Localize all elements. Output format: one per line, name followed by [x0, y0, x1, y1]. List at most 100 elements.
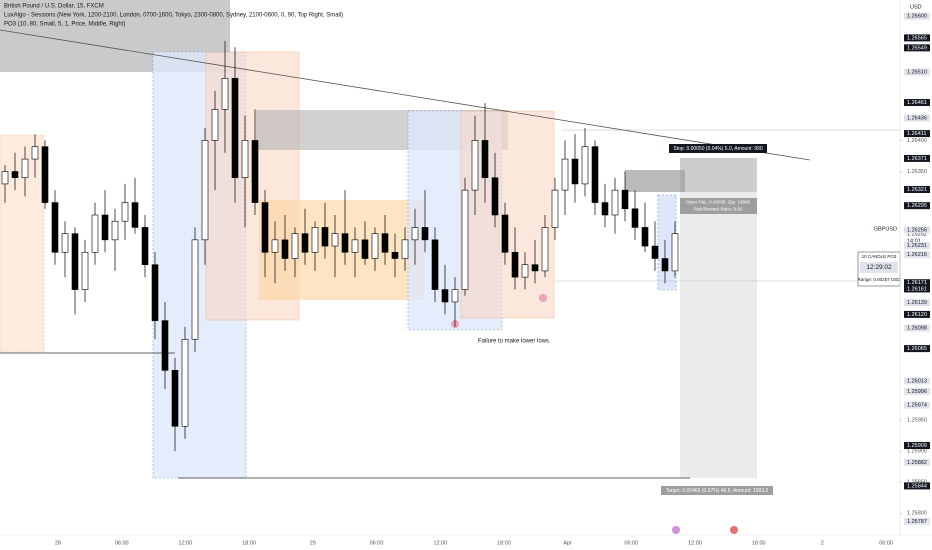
x-tick-label: 12:00 — [179, 540, 193, 546]
labels: British Pound / U.S. Dollar, 15, FXCM Lu… — [4, 4, 927, 534]
price-tag-label: 1.26171 — [907, 280, 927, 286]
x-tick-label: 2 — [821, 540, 824, 546]
candle-body — [391, 251, 399, 259]
candle-body — [611, 189, 619, 216]
currency: USD — [910, 4, 922, 10]
candle-body — [21, 158, 29, 179]
candle-body — [211, 109, 219, 141]
price-tag-label: 1.26411 — [907, 131, 926, 137]
candle-body — [601, 202, 609, 216]
candle-body — [151, 264, 159, 321]
candle-body — [191, 239, 199, 340]
candle-body — [551, 189, 559, 228]
candle-body — [181, 338, 189, 427]
candle-body — [241, 140, 249, 179]
stop-zone — [680, 158, 757, 192]
x-tick-label: 06:00 — [624, 540, 638, 546]
candle-body — [361, 239, 369, 259]
price-tag-label: 1.26161 — [907, 286, 927, 292]
countdown: 14:01 — [907, 238, 921, 244]
candle-body — [331, 233, 339, 247]
x-tick-label: 12:00 — [433, 540, 447, 546]
price-tag — [904, 226, 930, 234]
x-tick-label: 18:00 — [242, 540, 256, 546]
price-tag-label: 1.26216 — [907, 252, 927, 258]
price-tag — [904, 99, 930, 107]
symbol-label: GBPUSD — [874, 226, 897, 232]
candles — [1, 41, 679, 452]
candle-body — [61, 233, 69, 253]
price-tag-label: 1.26549 — [907, 45, 927, 51]
y-tick-label: 1.25950 — [907, 417, 927, 423]
candle-body — [171, 370, 179, 427]
candle-body — [31, 146, 39, 160]
candle-body — [591, 146, 599, 203]
candle-body — [301, 233, 309, 253]
price-tag-label: 1.26139 — [907, 300, 927, 306]
x-tick-label: 29 — [310, 540, 316, 546]
stop-label: Stop: 0.00050 (0.04%) 5.0, Amount: 990 — [673, 146, 762, 152]
price-tag — [904, 12, 930, 20]
price-tag — [904, 68, 930, 76]
price-tag — [904, 377, 930, 385]
candle-body — [621, 189, 629, 210]
candle-body — [251, 140, 259, 203]
price-tag-label: 1.26256 — [907, 227, 927, 233]
candle-body — [41, 146, 49, 203]
x-tick-label: 06:00 — [115, 540, 129, 546]
x-tick-label: 28 — [55, 540, 61, 546]
panel-range: Range: 0.00257 USD — [858, 277, 902, 282]
indicator-label: LuxAlgo - Sessions (New York, 1200-2100,… — [4, 13, 343, 19]
candle-body — [671, 233, 679, 272]
price-tag — [904, 34, 930, 42]
candle-body — [511, 251, 519, 278]
x-tick-label: Apr — [563, 540, 572, 546]
price-tag-label: 1.25974 — [907, 403, 927, 409]
candle-body — [161, 320, 169, 371]
price-tag — [904, 251, 930, 259]
candle-body — [561, 158, 569, 191]
price-tag — [904, 324, 930, 332]
price-tag — [904, 114, 930, 122]
candle-body — [481, 140, 489, 179]
candle-body — [81, 251, 89, 290]
indicator-label: PO3 (10, 80, Small, 5, 1, Price, Middle,… — [4, 22, 125, 28]
marker — [539, 294, 547, 302]
price-tag — [904, 310, 930, 318]
candle-body — [71, 233, 79, 290]
candle-body — [661, 258, 669, 272]
x-tick-label: 18:00 — [497, 540, 511, 546]
price-tag — [904, 458, 930, 466]
annotation: Failure to make lower lows — [478, 339, 549, 345]
candle-body — [451, 289, 459, 303]
target-label-bg — [661, 486, 773, 495]
price-tag — [904, 517, 930, 525]
candle-body — [421, 227, 429, 241]
y-tick-label: 1.26350 — [907, 169, 927, 175]
price-tag-label: 1.25882 — [907, 460, 927, 466]
pnl-label-bg — [680, 198, 757, 214]
candle-body — [401, 239, 409, 259]
price-tag-label: 1.26371 — [907, 156, 927, 162]
y-tick-label: 1.25900 — [907, 449, 927, 455]
event-icon — [730, 526, 738, 534]
candle-body — [521, 264, 529, 278]
x-tick-label: 12:00 — [688, 540, 702, 546]
candle-body — [571, 158, 579, 185]
price-tag-label: 1.26295 — [907, 203, 927, 209]
x-tick-label: 06:00 — [879, 540, 893, 546]
target-label: Target: 0.00466 (0.37%) 46.6, Amount: 19… — [666, 488, 769, 494]
price-tag-label: 1.26120 — [907, 312, 927, 318]
candle-body — [641, 227, 649, 247]
event-icon — [672, 526, 680, 534]
last-price: 1.26262 — [907, 231, 927, 237]
price-tag — [904, 387, 930, 395]
price-tag — [904, 442, 930, 450]
candle-body — [221, 77, 229, 110]
price-tag-label: 1.26600 — [907, 14, 927, 20]
panel-timer: 12:29:02 — [866, 264, 892, 271]
price-tag-label: 1.26436 — [907, 116, 927, 122]
candle-body — [91, 214, 99, 253]
price-tag — [904, 202, 930, 210]
